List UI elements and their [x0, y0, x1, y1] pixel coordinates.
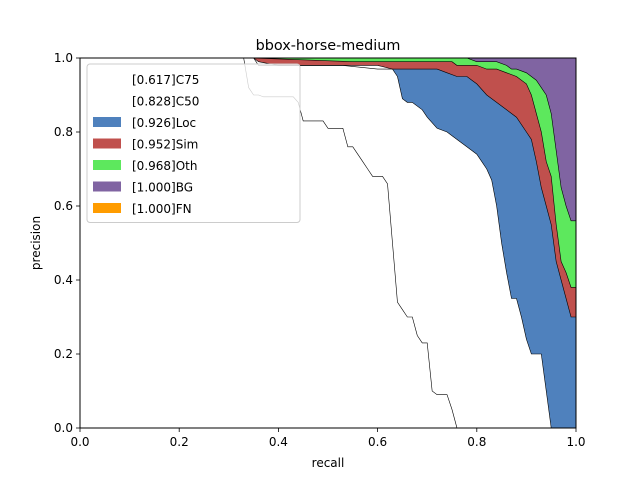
legend-swatch-loc [93, 117, 121, 127]
y-tick-label: 0.4 [54, 273, 73, 287]
y-tick-label: 0.2 [54, 347, 73, 361]
x-tick-label: 1.0 [566, 435, 585, 449]
x-axis-label: recall [312, 456, 345, 470]
legend-box [86, 63, 301, 223]
tick-layer: 0.0 0.2 0.4 0.6 0.8 1.0 0.0 0.2 0.4 0.6 0.8 1.0 [54, 51, 586, 449]
line-sim [80, 57, 577, 428]
y-tick-label: 1.0 [54, 51, 73, 65]
legend: [0.617]C75 [0.828]C50 [0.926]Loc [0.952]Sim… [86, 63, 301, 223]
chart-title: bbox-horse-medium [256, 38, 401, 54]
legend-swatch-bg [93, 181, 121, 192]
x-tick-label: 0.6 [368, 435, 387, 449]
y-tick-label: 0.8 [54, 125, 73, 139]
plot-frame [79, 57, 577, 429]
x-tick-label: 0.4 [269, 435, 288, 449]
legend-swatch-fn [93, 203, 121, 213]
legend-label-c75: [0.617]C75 [132, 73, 199, 87]
x-tick-label: 0.2 [170, 435, 189, 449]
legend-label-bg: [1.000]BG [132, 181, 193, 195]
y-tick-label: 0.0 [54, 421, 73, 435]
x-tick-label: 0.0 [70, 435, 89, 449]
legend-label-sim: [0.952]Sim [132, 138, 198, 152]
y-tick-label: 0.6 [54, 199, 73, 213]
x-tick-label: 0.8 [467, 435, 486, 449]
legend-swatch-oth [93, 160, 121, 170]
y-axis-label: precision [29, 216, 43, 270]
line-c50 [80, 57, 552, 429]
legend-label-c50: [0.828]C50 [132, 95, 199, 109]
legend-label-loc: [0.926]Loc [132, 116, 196, 130]
legend-swatch-sim [93, 138, 121, 149]
legend-label-fn: [1.000]FN [132, 202, 192, 216]
legend-label-oth: [0.968]Oth [132, 159, 197, 173]
legend-swatch-c50 [93, 95, 121, 106]
legend-swatch-c75 [93, 74, 121, 84]
line-loc [80, 57, 577, 428]
